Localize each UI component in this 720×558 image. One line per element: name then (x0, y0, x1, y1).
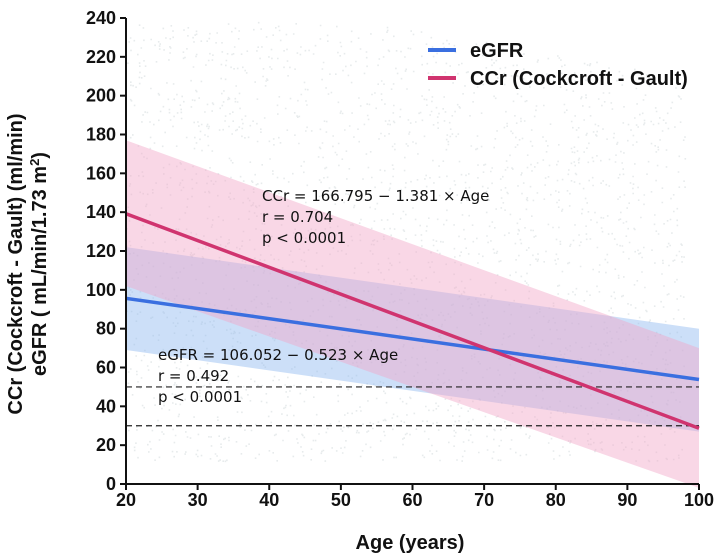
annotation-ccr-p: p < 0.0001 (262, 229, 346, 247)
y-tick-label: 40 (96, 396, 116, 416)
x-tick-label: 50 (331, 490, 351, 510)
y-tick-label: 140 (86, 202, 116, 222)
x-tick-label: 60 (402, 490, 422, 510)
x-tick-label: 30 (188, 490, 208, 510)
y-axis-title: CCr (Cockcroft - Gault) (ml/min) eGFR ( … (5, 113, 51, 414)
annotation-ccr-r: r = 0.704 (262, 208, 333, 226)
legend-label-egfr: eGFR (470, 40, 524, 62)
y-tick-label: 160 (86, 163, 116, 183)
x-tick-label: 70 (474, 490, 494, 510)
y-axis-title-line1: CCr (Cockcroft - Gault) (ml/min) (5, 113, 27, 414)
regression-line-egfr (125, 296, 700, 382)
y-tick-label: 180 (86, 125, 116, 145)
x-tick-label: 40 (259, 490, 279, 510)
annotation-egfr-p: p < 0.0001 (158, 388, 242, 406)
y-axis-title-line2-superscript: 2 (27, 159, 42, 166)
y-axis-title-line2-close: ) (29, 152, 51, 159)
x-tick-label: 80 (546, 490, 566, 510)
x-tick-label: 20 (116, 490, 136, 510)
legend-label-ccr: CCr (Cockcroft - Gault) (470, 68, 688, 90)
y-tick-label: 0 (106, 474, 116, 494)
y-tick-label: 80 (96, 319, 116, 339)
y-axis-title-line2: eGFR ( mL/min/1.73 m2) (27, 152, 51, 376)
x-tick-label: 90 (617, 490, 637, 510)
annotation-egfr: eGFR = 106.052 − 0.523 × Age r = 0.492 p… (158, 346, 398, 406)
annotation-egfr-equation: eGFR = 106.052 − 0.523 × Age (158, 346, 398, 364)
y-axis-title-line2-main: eGFR ( mL/min/1.73 m (29, 166, 51, 376)
y-tick-label: 20 (96, 435, 116, 455)
regression-line-ccr (125, 212, 700, 430)
annotation-ccr-equation: CCr = 166.795 − 1.381 × Age (262, 187, 489, 205)
reference-lines-layer (126, 386, 699, 427)
annotation-ccr: CCr = 166.795 − 1.381 × Age r = 0.704 p … (262, 187, 489, 247)
y-tick-label: 120 (86, 241, 116, 261)
y-tick-label: 220 (86, 47, 116, 67)
x-axis-title: Age (years) (356, 532, 465, 554)
y-tick-label: 240 (86, 8, 116, 28)
x-tick-label: 100 (684, 490, 714, 510)
y-tick-label: 60 (96, 358, 116, 378)
annotation-egfr-r: r = 0.492 (158, 367, 229, 385)
y-tick-label: 100 (86, 280, 116, 300)
regression-lines-layer (125, 212, 700, 430)
y-tick-label: 200 (86, 86, 116, 106)
confidence-band-ccr (126, 140, 699, 488)
legend: eGFR CCr (Cockcroft - Gault) (428, 40, 688, 90)
